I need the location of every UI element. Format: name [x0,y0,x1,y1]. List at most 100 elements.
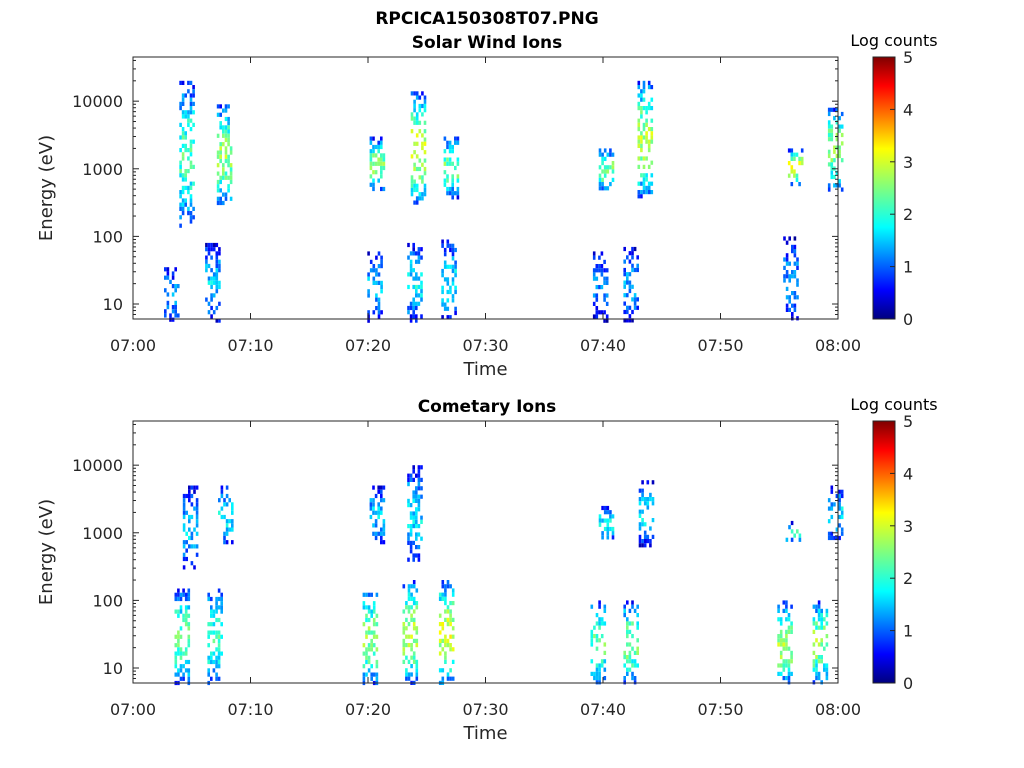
spectrogram-cell [830,489,834,494]
spectrogram-cell [231,527,234,532]
spectrogram-cell [443,306,447,311]
spectrogram-cell [779,663,783,668]
spectrogram-cell [413,91,416,96]
spectrogram-cell [623,663,626,668]
spectrogram-cell [785,240,789,245]
colorbar-tick-label: 3 [903,517,913,536]
spectrogram-cell [415,200,419,205]
spectrogram-cell [369,268,373,273]
spectrogram-cell [444,634,447,639]
spectrogram-cell [838,489,841,494]
spectrogram-cell [446,609,450,614]
spectrogram-cell [637,127,641,132]
spectrogram-cell [192,139,195,144]
spectrogram-cell [179,106,182,111]
spectrogram-cell [225,540,229,545]
spectrogram-cell [815,676,818,681]
spectrogram-cell [609,148,612,153]
spectrogram-cell [451,268,455,274]
spectrogram-cell [441,273,444,278]
spectrogram-cell [184,647,188,652]
spectrogram-cell [367,314,370,319]
spectrogram-cell [375,676,379,681]
spectrogram-cell [633,305,637,310]
spectrogram-cell [182,613,185,618]
spectrogram-cell [817,671,821,676]
spectrogram-cell [410,672,413,677]
spectrogram-cell [179,190,182,195]
spectrogram-cell [782,600,786,605]
spectrogram-cell [215,289,219,294]
spectrogram-cell [638,534,642,539]
spectrogram-cell [225,485,229,490]
spectrogram-cell [372,498,375,503]
spectrogram-cell [412,242,415,248]
spectrogram-cell [409,532,413,537]
spectrogram-cell [827,111,831,117]
spectrogram-cell [207,263,211,269]
spectrogram-cell [623,318,626,323]
colorbar-tick-label: 1 [903,622,913,641]
spectrogram-cell [224,129,228,134]
spectrogram-cell [374,170,378,175]
spectrogram-cell [380,527,383,532]
spectrogram-cell [187,80,190,85]
spectrogram-cell [184,169,187,174]
spectrogram-cell [449,643,452,648]
spectrogram-cell [827,498,831,503]
spectrogram-cell [362,651,366,656]
spectrogram-cell [605,268,609,273]
spectrogram-cell [367,293,370,298]
spectrogram-cell [628,272,632,277]
spectrogram-cell [407,242,410,248]
spectrogram-cell [193,527,196,532]
spectrogram-cell [787,161,791,166]
spectrogram-cell [407,473,410,478]
spectrogram-cell [375,634,379,639]
spectrogram-cell [374,144,378,150]
spectrogram-cell [374,531,378,536]
spectrogram-cell [413,183,416,188]
spectrogram-cell [628,608,632,613]
spectrogram-cell [642,122,646,127]
spectrogram-cell [449,315,452,320]
spectrogram-cell [830,128,834,133]
spectrogram-cell [372,523,375,528]
spectrogram-cell [182,617,185,623]
spectrogram-cell [415,545,418,550]
spectrogram-cell [651,497,655,502]
spectrogram-cell [222,167,225,172]
spectrogram-cell [184,93,187,98]
spectrogram-cell [626,621,629,626]
spectrogram-cell [410,592,413,597]
spectrogram-cell [838,514,841,520]
spectrogram-cell [838,149,841,154]
spectrogram-cell [407,540,410,545]
spectrogram-cell [421,112,424,117]
spectrogram-cell [187,190,190,195]
spectrogram-cell [407,503,410,508]
spectrogram-cell [377,306,381,311]
spectrogram-cell [827,531,831,536]
spectrogram-cell [793,295,797,300]
spectrogram-cell [382,161,386,166]
spectrogram-cell [415,638,419,643]
spectrogram-cell [451,256,455,261]
spectrogram-cell [184,651,188,656]
spectrogram-cell [638,522,642,527]
spectrogram-cell [413,162,416,167]
spectrogram-cell [220,493,224,499]
spectrogram-cell [603,608,607,613]
spectrogram-cell [415,120,419,125]
spectrogram-cell [210,651,213,656]
spectrogram-cell [443,252,447,257]
spectrogram-cell [446,638,450,643]
spectrogram-cell [413,141,416,146]
spectrogram-cell [413,103,416,109]
spectrogram-cell [603,621,607,626]
spectrogram-cell [815,655,818,660]
spectrogram-cell [365,592,368,597]
spectrogram-cell [785,537,789,542]
spectrogram-cell [454,140,457,145]
